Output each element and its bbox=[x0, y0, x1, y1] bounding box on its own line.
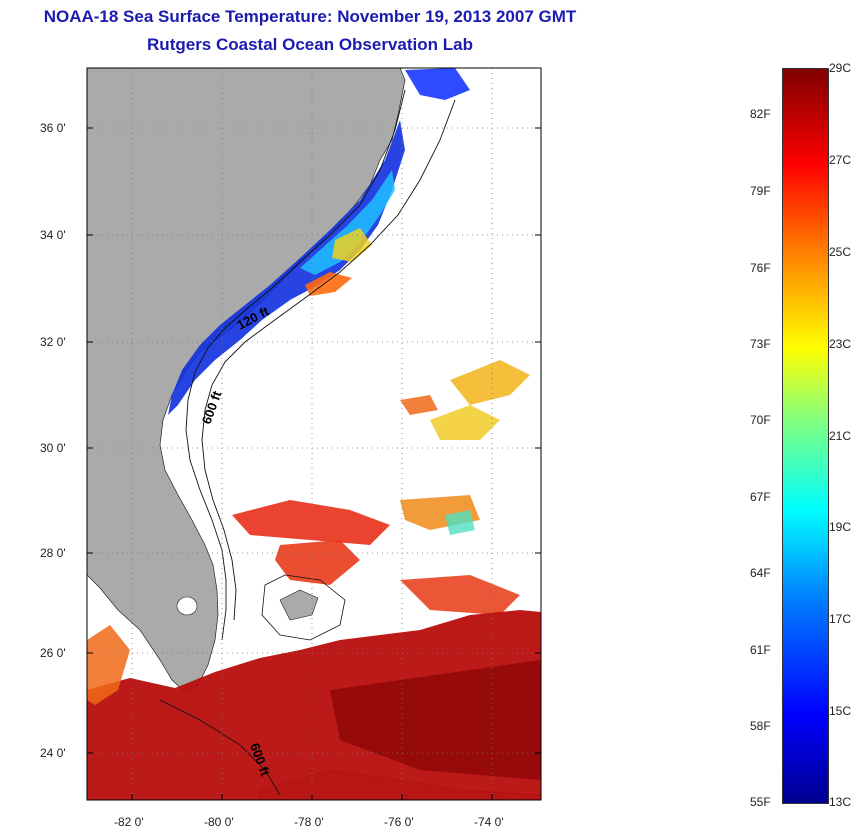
colorbar-fahrenheit-label: 82F bbox=[750, 107, 771, 121]
contour-bahamas bbox=[261, 574, 346, 641]
colorbar-fahrenheit-label: 73F bbox=[750, 337, 771, 351]
lat-tick: 28 0' bbox=[40, 546, 66, 560]
lat-tick: 24 0' bbox=[40, 746, 66, 760]
colorbar-fahrenheit-label: 76F bbox=[750, 261, 771, 275]
lon-tick: -82 0' bbox=[114, 815, 144, 829]
lat-tick: 32 0' bbox=[40, 335, 66, 349]
colorbar-fahrenheit-label: 67F bbox=[750, 490, 771, 504]
lat-tick: 30 0' bbox=[40, 441, 66, 455]
sst-cool-band bbox=[300, 170, 395, 275]
contour-600ft bbox=[201, 99, 456, 621]
contour-120ft bbox=[185, 89, 406, 641]
colorbar-fahrenheit-label: 79F bbox=[750, 184, 771, 198]
sst-red-patch-mid bbox=[275, 540, 360, 585]
sst-orange-gulf bbox=[87, 625, 130, 705]
lat-tick: 36 0' bbox=[40, 121, 66, 135]
sst-yellow-patch-2 bbox=[430, 405, 500, 440]
colorbar-celsius-label: 13C bbox=[829, 795, 852, 809]
colorbar-fahrenheit-label: 64F bbox=[750, 566, 771, 580]
colorbar-celsius-label: 29C bbox=[829, 61, 852, 75]
sst-hot-core bbox=[330, 660, 541, 780]
sst-northern-blue bbox=[405, 68, 470, 100]
lon-tick: -74 0' bbox=[474, 815, 504, 829]
colorbar-celsius-label: 19C bbox=[829, 520, 852, 534]
lake-okeechobee bbox=[176, 596, 198, 616]
land-mass bbox=[87, 68, 406, 693]
graticule bbox=[87, 68, 541, 800]
colorbar-celsius-label: 25C bbox=[829, 245, 852, 259]
tick-marks bbox=[87, 127, 541, 800]
lat-tick: 34 0' bbox=[40, 228, 66, 242]
colorbar-celsius-label: 23C bbox=[829, 337, 852, 351]
sst-warm-patch bbox=[305, 272, 352, 296]
colorbar-celsius-label: 17C bbox=[829, 612, 852, 626]
colorbar-fahrenheit-label: 55F bbox=[750, 795, 771, 809]
lat-tick: 26 0' bbox=[40, 646, 66, 660]
colorbar-fahrenheit-label: 58F bbox=[750, 719, 771, 733]
lon-tick: -80 0' bbox=[204, 815, 234, 829]
contour-south bbox=[159, 699, 281, 796]
bahamas-island bbox=[279, 589, 319, 621]
map-title: NOAA-18 Sea Surface Temperature: Novembe… bbox=[43, 7, 577, 26]
lon-tick: -78 0' bbox=[294, 815, 324, 829]
sst-orange-patch bbox=[400, 395, 438, 415]
colorbar bbox=[782, 68, 829, 804]
sst-yellow-patch bbox=[450, 360, 530, 405]
map-subtitle: Rutgers Coastal Ocean Observation Lab bbox=[147, 35, 473, 54]
colorbar-celsius-label: 21C bbox=[829, 429, 852, 443]
colorbar-celsius-label: 27C bbox=[829, 153, 852, 167]
colorbar-fahrenheit-label: 70F bbox=[750, 413, 771, 427]
lon-tick: -76 0' bbox=[384, 815, 414, 829]
colorbar-celsius-label: 15C bbox=[829, 704, 852, 718]
map-frame bbox=[86, 67, 542, 801]
sst-red-patch-north bbox=[232, 500, 390, 545]
sst-cold-coastal bbox=[168, 120, 405, 415]
sst-mild-patch bbox=[332, 228, 372, 262]
colorbar-fahrenheit-label: 61F bbox=[750, 643, 771, 657]
sst-cyan-patch bbox=[445, 510, 475, 535]
sst-red-patch-east bbox=[400, 575, 520, 615]
